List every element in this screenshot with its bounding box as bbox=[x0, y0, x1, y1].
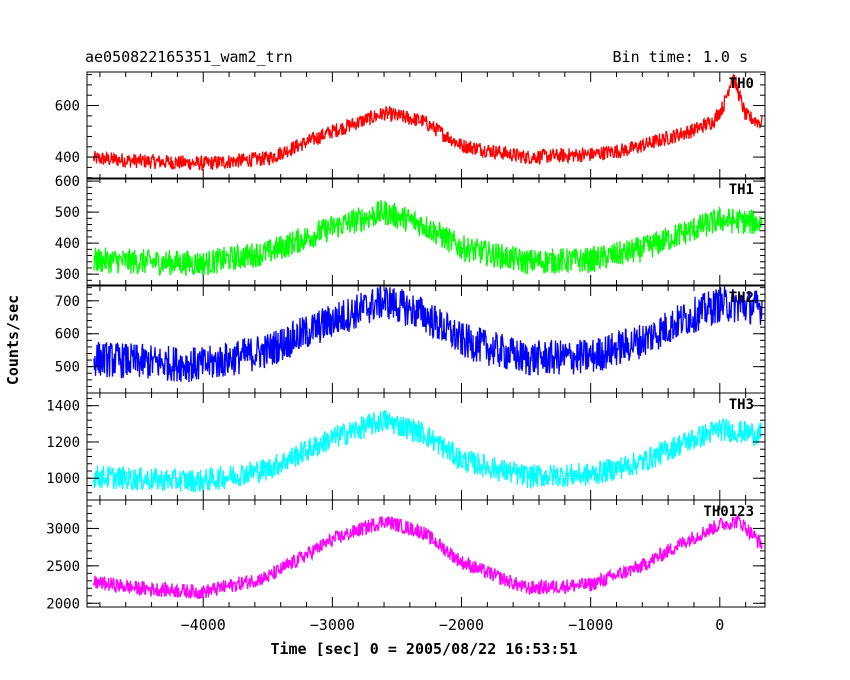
x-tick-label: −4000 bbox=[181, 616, 226, 634]
x-tick-label: −3000 bbox=[310, 616, 355, 634]
y-tick-label: 2000 bbox=[46, 596, 80, 612]
panel-frame bbox=[86, 71, 766, 180]
chart-title: ae050822165351_wam2_trn bbox=[85, 48, 293, 66]
panel-frame bbox=[86, 499, 766, 608]
series-line-th0 bbox=[92, 73, 763, 171]
x-tick-label: 0 bbox=[715, 616, 724, 634]
y-tick-label: 3000 bbox=[46, 521, 80, 537]
x-tick-label: −1000 bbox=[568, 616, 613, 634]
panel-label: TH1 bbox=[729, 182, 754, 198]
y-tick-label: 1000 bbox=[46, 471, 80, 487]
panel-label: TH3 bbox=[729, 397, 754, 413]
y-tick-label: 2500 bbox=[46, 559, 80, 575]
y-tick-label: 600 bbox=[55, 327, 80, 343]
series-line-th0123 bbox=[92, 514, 763, 600]
y-tick-label: 700 bbox=[55, 294, 80, 310]
y-tick-label: 400 bbox=[55, 236, 80, 252]
y-tick-label: 1400 bbox=[46, 399, 80, 415]
x-tick-label: −2000 bbox=[439, 616, 484, 634]
x-axis-title: Time [sec] 0 = 2005/08/22 16:53:51 bbox=[270, 640, 577, 658]
panels-group: 400 600 TH0 300 400 500 600 TH1 500 600 700 TH2 1000… bbox=[46, 71, 766, 634]
panel-th0: 400 600 TH0 bbox=[55, 71, 766, 180]
panel-frame bbox=[86, 177, 766, 286]
y-tick-label: 500 bbox=[55, 205, 80, 221]
panel-label: TH2 bbox=[729, 290, 754, 306]
series-line-th1 bbox=[92, 200, 763, 277]
panel-th2: 500 600 700 TH2 bbox=[55, 285, 766, 394]
bin-time-label: Bin time: 1.0 s bbox=[613, 48, 748, 66]
series-line-th2 bbox=[93, 286, 763, 383]
y-axis-title: Counts/sec bbox=[4, 295, 22, 385]
y-tick-label: 1200 bbox=[46, 435, 80, 451]
y-tick-label: 300 bbox=[55, 267, 80, 283]
panel-label: TH0123 bbox=[703, 504, 754, 520]
y-tick-label: 400 bbox=[55, 150, 80, 166]
panel-th0123: 2000 2500 3000 TH0123 bbox=[46, 499, 766, 612]
y-tick-label: 600 bbox=[55, 174, 80, 190]
panel-label: TH0 bbox=[729, 76, 754, 92]
y-tick-label: 500 bbox=[55, 360, 80, 376]
y-tick-label: 600 bbox=[55, 99, 80, 115]
panel-th1: 300 400 500 600 TH1 bbox=[55, 174, 766, 286]
series-line-th3 bbox=[92, 409, 763, 493]
panel-th3: 1000 1200 1400 TH3 bbox=[46, 392, 766, 501]
